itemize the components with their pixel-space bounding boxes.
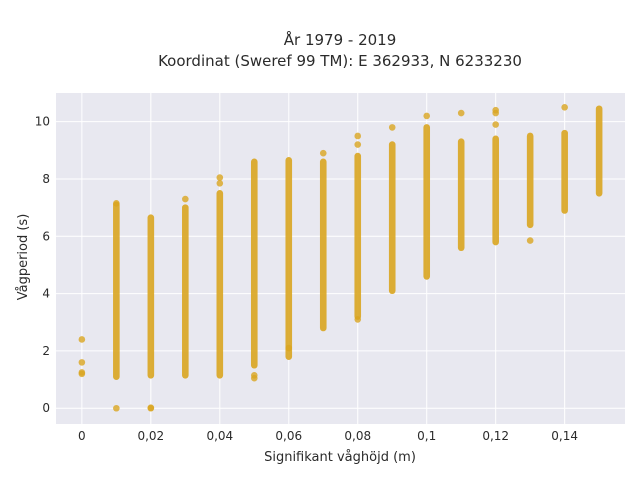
point-column xyxy=(285,157,293,360)
point-column xyxy=(147,214,155,379)
x-tick-label: 0,08 xyxy=(344,429,371,443)
point-column xyxy=(561,129,568,214)
scatter-point xyxy=(285,344,293,352)
scatter-point xyxy=(354,132,362,140)
point-column xyxy=(526,132,534,229)
scatter-point xyxy=(78,359,86,366)
point-column xyxy=(216,190,224,379)
scatter-point xyxy=(388,124,396,131)
scatter-point xyxy=(561,104,568,111)
x-tick-label: 0,06 xyxy=(275,429,302,443)
scatter-point xyxy=(113,200,120,207)
scatter-point xyxy=(354,316,362,323)
scatter-point xyxy=(147,404,155,411)
point-column xyxy=(319,158,327,332)
x-tick-label: 0,04 xyxy=(206,429,233,443)
point-column xyxy=(492,135,499,246)
scatter-point xyxy=(78,369,86,376)
point-column xyxy=(423,124,431,280)
y-tick-label: 2 xyxy=(42,344,50,358)
point-column xyxy=(113,201,120,381)
y-tick-label: 0 xyxy=(42,401,50,415)
x-tick-label: 0,12 xyxy=(482,429,509,443)
y-tick-label: 10 xyxy=(35,115,50,129)
scatter-point xyxy=(182,195,189,203)
scatter-point xyxy=(250,371,258,379)
point-column xyxy=(354,152,362,320)
scatter-point xyxy=(354,141,362,148)
point-column xyxy=(595,105,603,197)
chart-title-line1: År 1979 - 2019 xyxy=(284,30,397,49)
y-tick-label: 6 xyxy=(42,229,50,243)
scatter-point xyxy=(216,174,224,181)
y-tick-label: 8 xyxy=(42,172,50,186)
x-tick-label: 0,02 xyxy=(137,429,164,443)
plot-area xyxy=(56,93,625,424)
x-tick-label: 0 xyxy=(78,429,86,443)
scatter-point xyxy=(319,149,327,157)
x-tick-label: 0,1 xyxy=(417,429,436,443)
x-tick-label: 0,14 xyxy=(551,429,578,443)
y-axis-label: Vågperiod (s) xyxy=(16,214,31,301)
x-axis-label: Signifikant våghöjd (m) xyxy=(264,450,416,465)
data-marks xyxy=(78,104,603,412)
scatter-point xyxy=(492,106,499,114)
scatter-point xyxy=(526,237,534,244)
chart-title-line2: Koordinat (Sweref 99 TM): E 362933, N 62… xyxy=(158,52,522,70)
scatter-point xyxy=(216,179,224,187)
scatter-point xyxy=(492,121,499,128)
scatter-point xyxy=(113,404,120,412)
point-column xyxy=(182,204,189,379)
point-column xyxy=(457,138,465,252)
scatter-point xyxy=(78,336,86,343)
point-column xyxy=(250,158,258,369)
point-column xyxy=(388,141,396,295)
scatter-point xyxy=(457,109,465,117)
tick-labels: 0 0,02 0,04 0,06 0,08 0,1 0,12 0,14 0 2 4 6 8 10 xyxy=(35,115,578,443)
scatter-point xyxy=(423,112,431,120)
y-tick-label: 4 xyxy=(42,287,50,301)
